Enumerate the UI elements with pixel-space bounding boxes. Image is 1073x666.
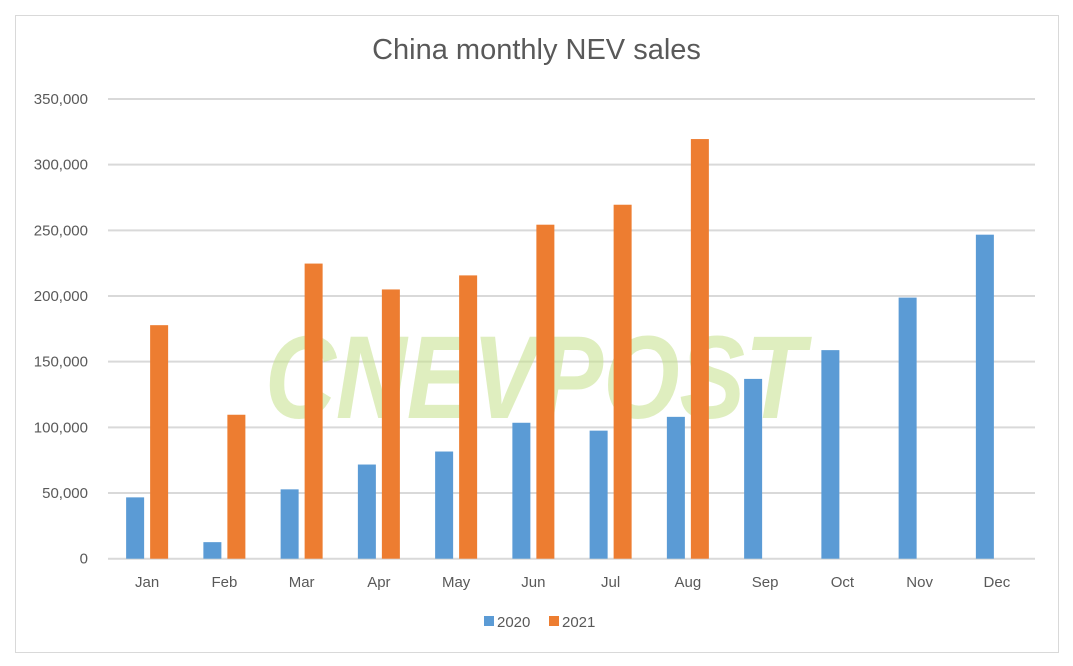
x-axis-ticks: Jan Feb Mar Apr May Jun Jul Aug Sep Oct Nov Dec — [135, 574, 1011, 591]
bars — [126, 139, 994, 559]
bar-2021-jun — [536, 224, 555, 559]
x-tick-label: Oct — [831, 574, 855, 591]
bar-2021-jul — [613, 204, 632, 559]
bar-2021-aug — [690, 139, 709, 559]
legend-label: 2020 — [497, 614, 530, 631]
y-axis-ticks: 0 50,000 100,000 150,000 200,000 250,000 300,0… — [34, 91, 88, 568]
bar-2021-jan — [150, 325, 169, 559]
x-tick-label: Sep — [752, 574, 779, 591]
legend-swatch-2021 — [549, 616, 559, 626]
y-tick-label: 350,000 — [34, 91, 88, 108]
bar-2020-aug — [666, 416, 685, 559]
bar-2020-jan — [126, 497, 145, 559]
y-tick-label: 50,000 — [42, 485, 88, 502]
x-tick-label: Dec — [984, 574, 1011, 591]
legend-swatch-2020 — [484, 616, 494, 626]
bar-2021-may — [459, 275, 478, 559]
y-tick-label: 300,000 — [34, 157, 88, 174]
bar-2020-sep — [744, 378, 763, 559]
x-tick-label: Feb — [211, 574, 237, 591]
bar-2020-jul — [589, 430, 608, 559]
x-tick-label: Jul — [601, 574, 620, 591]
x-tick-label: Jun — [521, 574, 545, 591]
bar-2021-mar — [304, 263, 323, 559]
y-tick-label: 100,000 — [34, 419, 88, 436]
legend-label: 2021 — [562, 614, 595, 631]
chart-title: China monthly NEV sales — [372, 34, 701, 66]
y-tick-label: 150,000 — [34, 354, 88, 371]
bar-2020-feb — [203, 542, 222, 559]
x-tick-label: Apr — [367, 574, 390, 591]
bar-2020-nov — [898, 297, 917, 559]
y-tick-label: 250,000 — [34, 222, 88, 239]
x-tick-label: Mar — [289, 574, 315, 591]
x-tick-label: Nov — [906, 574, 933, 591]
bar-2020-apr — [357, 464, 376, 559]
x-tick-label: May — [442, 574, 471, 591]
y-tick-label: 0 — [80, 551, 88, 568]
x-tick-label: Jan — [135, 574, 159, 591]
bar-2021-feb — [227, 414, 246, 559]
y-tick-label: 200,000 — [34, 288, 88, 305]
bar-2020-dec — [975, 234, 994, 559]
x-tick-label: Aug — [675, 574, 702, 591]
bar-2020-oct — [821, 350, 840, 559]
bar-2020-may — [435, 451, 454, 559]
legend: 2020 2021 — [484, 614, 595, 631]
bar-2020-mar — [280, 489, 299, 559]
bar-2020-jun — [512, 422, 531, 559]
gridlines — [108, 98, 1035, 560]
bar-2021-apr — [381, 289, 400, 559]
